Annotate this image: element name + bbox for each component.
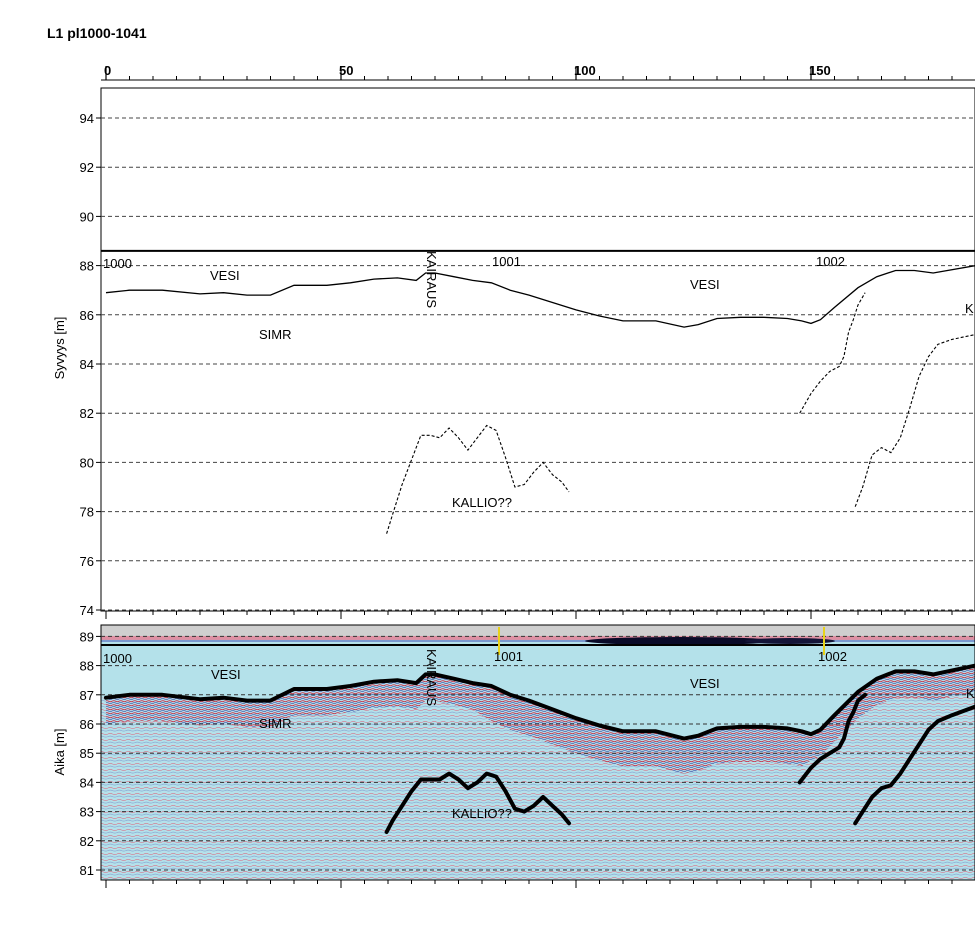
station-label-1001: 1001 xyxy=(492,254,521,269)
depth-gridlines xyxy=(101,117,975,611)
x-axis-top: 0 50 100 150 xyxy=(101,63,975,81)
y-tick-label: 88 xyxy=(80,659,94,674)
radar-y-axis: 81 82 83 84 85 86 87 88 89 xyxy=(80,629,101,878)
water-label-2: VESI xyxy=(690,277,720,292)
sediment-label: SIMR xyxy=(259,327,292,342)
bedrock-label: KALLIO?? xyxy=(452,495,512,510)
y-tick-label: 92 xyxy=(80,160,94,175)
y-tick-label: 94 xyxy=(80,111,94,126)
y-tick-label: 86 xyxy=(80,717,94,732)
y-tick-label: 74 xyxy=(80,603,94,618)
radar-panel: 81 82 83 84 85 86 87 88 89 Aika [m] 1000 VESI SI… xyxy=(52,624,975,888)
chart-title: L1 pl1000-1041 xyxy=(47,25,147,41)
y-tick-label: 85 xyxy=(80,746,94,761)
x-tick-label: 50 xyxy=(339,63,353,78)
station-label-1000: 1000 xyxy=(103,256,132,271)
depth-series-bottom xyxy=(105,265,975,328)
edge-label-k: K xyxy=(966,686,975,701)
station-label-1002: 1002 xyxy=(816,254,845,269)
y-tick-label: 78 xyxy=(80,505,94,520)
depth-series-right-a xyxy=(799,292,866,414)
depth-y-axis: 74 76 78 80 82 84 86 88 90 92 94 xyxy=(80,111,101,618)
water-label: VESI xyxy=(210,268,240,283)
y-tick-label: 84 xyxy=(80,357,94,372)
depth-series-kallio-left xyxy=(386,424,570,534)
sediment-label: SIMR xyxy=(259,716,292,731)
y-tick-label: 87 xyxy=(80,688,94,703)
radar-series-right-a xyxy=(797,692,868,785)
station-label-1001: 1001 xyxy=(494,649,523,664)
drilling-label: KAIRAUS xyxy=(424,251,439,308)
depth-y-label: Syvyys [m] xyxy=(52,317,67,380)
y-tick-label: 90 xyxy=(80,209,94,224)
y-tick-label: 82 xyxy=(80,406,94,421)
radar-series-right-b xyxy=(853,704,975,826)
depth-series-right-b xyxy=(854,334,975,507)
radar-series-kallio-left xyxy=(384,771,571,834)
y-tick-label: 88 xyxy=(80,259,94,274)
bedrock-label: KALLIO?? xyxy=(452,806,512,821)
x-tick-label: 150 xyxy=(809,63,831,78)
x-tick-label: 0 xyxy=(104,63,111,78)
water-label-2: VESI xyxy=(690,676,720,691)
radar-series-bottom xyxy=(104,663,975,741)
depth-panel: 74 76 78 80 82 84 86 88 90 92 94 Syvyys [m] 1000 V… xyxy=(52,87,975,619)
y-tick-label: 84 xyxy=(80,775,94,790)
drilling-label: KAIRAUS xyxy=(424,649,439,706)
radargram-image xyxy=(101,625,975,880)
y-tick-label: 80 xyxy=(80,455,94,470)
station-label-1002: 1002 xyxy=(818,649,847,664)
x-tick-label: 100 xyxy=(574,63,596,78)
y-tick-label: 76 xyxy=(80,554,94,569)
water-label: VESI xyxy=(211,667,241,682)
y-tick-label: 86 xyxy=(80,308,94,323)
radar-y-label: Aika [m] xyxy=(52,729,67,776)
radar-sediment-texture xyxy=(101,665,975,880)
y-tick-label: 83 xyxy=(80,805,94,820)
y-tick-label: 82 xyxy=(80,834,94,849)
radar-reflector-band xyxy=(106,665,975,774)
y-tick-label: 81 xyxy=(80,863,94,878)
edge-label-k: K xyxy=(965,301,974,316)
y-tick-label: 89 xyxy=(80,629,94,644)
station-label-1000: 1000 xyxy=(103,651,132,666)
